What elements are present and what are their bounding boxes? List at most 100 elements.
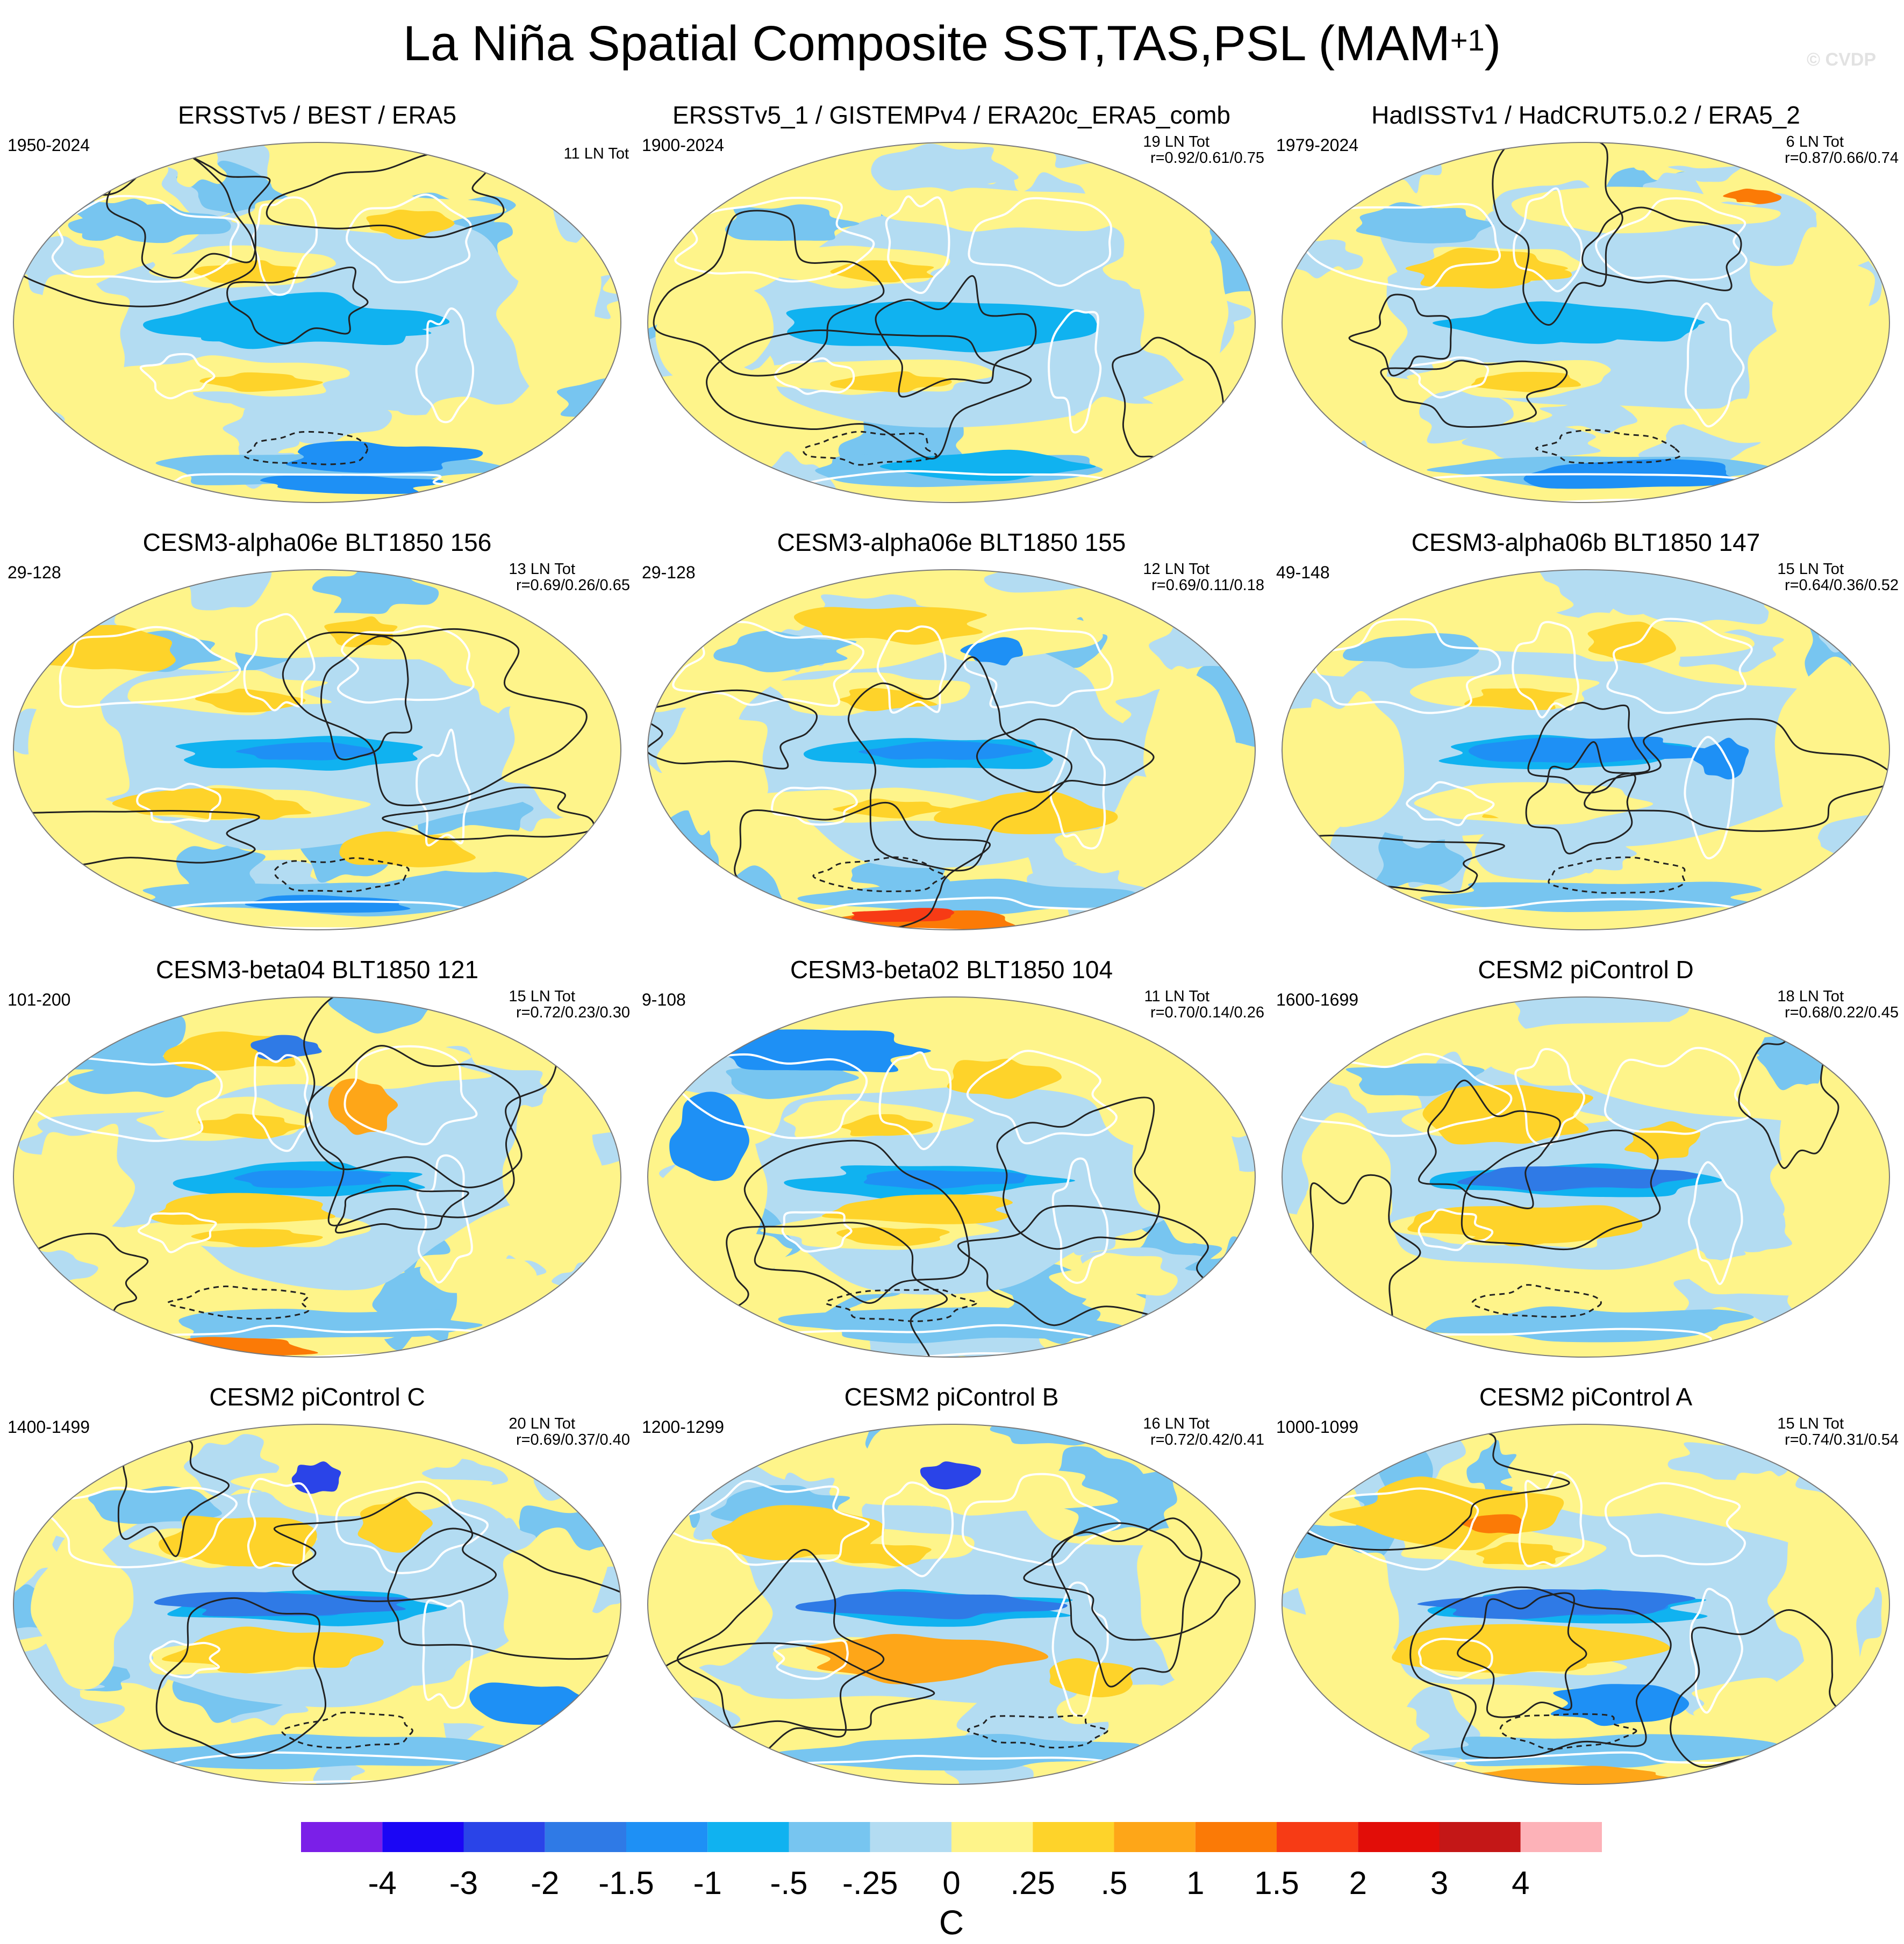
psl-contour-negative — [825, 1288, 977, 1322]
anomaly-region — [1296, 1113, 1393, 1260]
panel-title: HadISSTv1 / HadCRUT5.0.2 / ERA5_2 — [1371, 101, 1800, 129]
anomaly-region — [1345, 1063, 1487, 1096]
colorbar-box — [1520, 1822, 1602, 1852]
panel-pattern-correlation: r=0.69/0.37/0.40 — [516, 1431, 630, 1448]
coastline — [345, 193, 472, 284]
psl-contour — [1527, 701, 1651, 794]
psl-contour — [274, 1491, 497, 1602]
anomaly-region — [863, 1170, 1027, 1189]
coastline — [1418, 1208, 1494, 1251]
anomaly-region — [28, 683, 130, 817]
psl-contour — [1051, 1517, 1202, 1688]
anomaly-region — [1420, 881, 1763, 913]
coastline — [1051, 1581, 1109, 1717]
anomaly-region — [920, 1461, 981, 1490]
anomaly-region — [726, 1060, 859, 1099]
panel-event-count: 11 LN Tot — [563, 145, 629, 162]
anomaly-region — [31, 1535, 134, 1690]
coastline — [136, 783, 221, 823]
coastline — [1406, 781, 1495, 827]
colorbar-box — [789, 1822, 870, 1852]
colorbar-tick-label: 1.5 — [1254, 1865, 1299, 1901]
anomaly-region — [1049, 1658, 1134, 1698]
psl-contour-negative — [812, 856, 946, 892]
colorbar-box — [1195, 1822, 1277, 1852]
coastline — [1606, 618, 1753, 714]
coastline — [243, 613, 316, 712]
psl-contour — [653, 210, 885, 377]
panel-title: CESM3-alpha06b BLT1850 147 — [1411, 528, 1760, 556]
panel-title: CESM2 piControl D — [1478, 956, 1694, 984]
colorbar-box — [1358, 1822, 1440, 1852]
map-panel: CESM3-alpha06e BLT1850 156 29-128 13 LN To… — [0, 524, 634, 954]
colorbar-box — [463, 1822, 545, 1852]
anomaly-region — [235, 742, 377, 761]
coastline — [961, 1473, 1121, 1566]
anomaly-region — [655, 259, 774, 389]
panel-pattern-correlation: r=0.69/0.26/0.65 — [516, 577, 630, 594]
anomaly-region — [1705, 823, 1821, 871]
coastline — [335, 1480, 489, 1574]
anomaly-region — [1433, 301, 1705, 344]
map-panel: ERSSTv5_1 / GISTEMPv4 / ERA20c_ERA5_comb… — [634, 97, 1269, 527]
colorbar-box — [951, 1822, 1033, 1852]
anomaly-region — [357, 1496, 433, 1553]
map-border — [1282, 569, 1890, 930]
map-panel: CESM3-beta02 BLT1850 104 9-108 11 LN Tot r=… — [634, 951, 1269, 1381]
psl-contour — [382, 786, 595, 841]
coastline — [416, 728, 471, 847]
panel-pattern-correlation: r=0.69/0.11/0.18 — [1151, 577, 1264, 594]
panel-event-count: 12 LN Tot — [1143, 561, 1209, 578]
robinson-map — [13, 996, 621, 1358]
anomaly-patch — [1729, 1470, 1796, 1506]
coastline — [1687, 1161, 1743, 1285]
coastline — [770, 786, 858, 826]
anomaly-region — [245, 895, 411, 913]
anomaly-patch — [1198, 592, 1255, 647]
anomaly-region — [1405, 248, 1568, 289]
map-panel: CESM3-beta04 BLT1850 121 101-200 15 LN Tot… — [0, 951, 634, 1381]
colorbar-box — [1439, 1822, 1521, 1852]
anomaly-region — [947, 1058, 1062, 1099]
anomaly-region — [191, 1229, 323, 1247]
anomaly-region — [496, 233, 602, 397]
anomaly-region — [778, 1307, 1137, 1344]
anomaly-region — [199, 372, 323, 392]
psl-contour — [106, 148, 271, 279]
panel-event-count: 20 LN Tot — [509, 1415, 575, 1432]
coastline — [1512, 621, 1579, 719]
anomaly-patch — [1024, 142, 1186, 173]
anomaly-patch — [990, 1424, 1134, 1446]
anomaly-region — [1417, 1589, 1696, 1619]
robinson-map — [1282, 1424, 1890, 1785]
anomaly-region — [656, 699, 769, 835]
anomaly-patch — [1282, 1278, 1333, 1326]
map-border — [1282, 996, 1890, 1358]
psl-contour-negative — [1471, 1284, 1602, 1318]
panel-years: 1950-2024 — [8, 135, 90, 155]
panel-years: 1900-2024 — [642, 135, 725, 155]
colorbar-tick-label: -1 — [693, 1865, 722, 1901]
psl-contour — [706, 329, 1032, 460]
colorbar-tick-label: -.5 — [770, 1865, 807, 1901]
anomaly-patch — [1638, 413, 1761, 465]
robinson-map — [647, 569, 1256, 930]
figure-title: La Niña Spatial Composite SST,TAS,PSL (M… — [0, 14, 1904, 80]
anomaly-region — [423, 397, 558, 445]
anomaly-region — [1692, 737, 1749, 780]
anomaly-region — [1356, 202, 1494, 243]
anomaly-patch — [1282, 1273, 1340, 1357]
anomaly-patch — [984, 570, 1112, 593]
psl-contour-negative — [167, 1285, 310, 1320]
psl-contour — [1584, 718, 1889, 832]
robinson-map — [13, 1424, 621, 1785]
anomaly-patch — [516, 1314, 621, 1357]
anomaly-patch — [1805, 1739, 1889, 1784]
anomaly-patch — [871, 144, 1019, 194]
psl-contour — [996, 1096, 1161, 1250]
anomaly-region — [850, 1468, 1118, 1516]
panel-pattern-correlation: r=0.68/0.22/0.45 — [1784, 1004, 1899, 1021]
figure-title-close: ) — [1484, 16, 1501, 71]
psl-contour-negative — [1535, 429, 1681, 464]
anomaly-region — [830, 260, 934, 283]
